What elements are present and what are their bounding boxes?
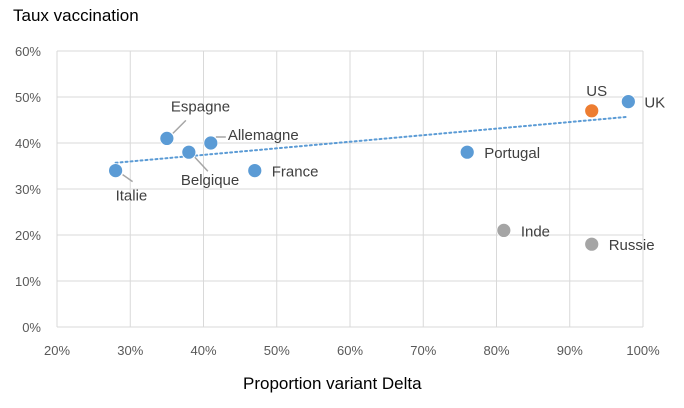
trendline-layer: [114, 115, 630, 164]
point-label-inde: Inde: [521, 223, 550, 240]
data-point-belgique: [181, 144, 197, 160]
y-tick-label: 50%: [15, 90, 41, 105]
data-point-inde: [496, 222, 512, 238]
trendline: [114, 115, 630, 164]
y-tick-label: 60%: [15, 44, 41, 59]
point-label-espagne: Espagne: [171, 98, 230, 115]
x-tick-label: 50%: [264, 343, 290, 358]
leader-line: [194, 156, 209, 172]
y-tick-label: 20%: [15, 228, 41, 243]
x-axis-label: Proportion variant Delta: [243, 374, 422, 393]
point-label-belgique: Belgique: [181, 172, 239, 189]
x-tick-label: 40%: [190, 343, 216, 358]
data-point-espagne: [159, 130, 175, 146]
data-point-uk: [620, 94, 636, 109]
point-label-russie: Russie: [609, 237, 655, 254]
data-points: [108, 94, 636, 252]
chart-title: Taux vaccination: [13, 6, 139, 25]
y-tick-label: 30%: [15, 182, 41, 197]
leader-lines: [122, 119, 226, 183]
axis-ticks: 20% 30% 40% 50% 60% 70% 80% 90% 100% 0% 10% 20% 30% 4…: [15, 44, 660, 358]
data-point-russie: [584, 236, 600, 252]
x-tick-label: 70%: [410, 343, 436, 358]
grid: [56, 50, 644, 328]
x-tick-label: 100%: [626, 343, 660, 358]
data-point-portugal: [459, 144, 475, 160]
data-point-italie: [108, 163, 123, 179]
y-tick-label: 10%: [15, 274, 41, 289]
y-tick-label: 0%: [22, 320, 41, 335]
point-label-portugal: Portugal: [484, 145, 540, 162]
x-tick-label: 30%: [117, 343, 143, 358]
point-label-us: US: [586, 83, 607, 100]
leader-line: [172, 119, 187, 134]
leader-line: [122, 173, 134, 183]
point-label-allemagne: Allemagne: [228, 127, 299, 144]
point-label-italie: Italie: [116, 188, 148, 205]
data-point-allemagne: [203, 135, 219, 151]
x-tick-label: 20%: [44, 343, 70, 358]
point-label-uk: UK: [644, 95, 665, 112]
x-tick-label: 90%: [557, 343, 583, 358]
data-point-us: [584, 103, 600, 119]
point-labels: Italie Espagne Belgique Allemagne France Port…: [116, 83, 666, 254]
data-point-france: [247, 163, 263, 179]
y-tick-label: 40%: [15, 136, 41, 151]
point-label-france: France: [272, 164, 319, 181]
x-tick-label: 80%: [483, 343, 509, 358]
x-tick-label: 60%: [337, 343, 363, 358]
